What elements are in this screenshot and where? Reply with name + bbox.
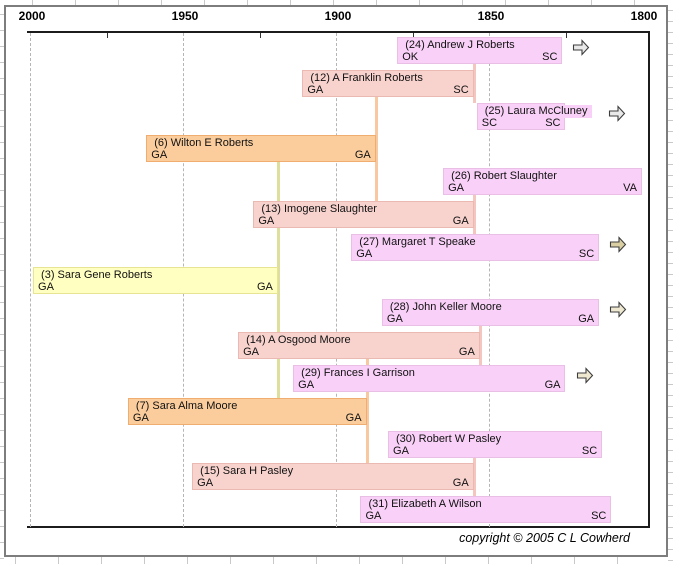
person-bar[interactable]: (3) Sara Gene Roberts GA GA bbox=[33, 266, 278, 294]
parent-child-connector bbox=[375, 96, 378, 201]
person-birth-place: VA bbox=[623, 182, 637, 195]
axis-minor-tick bbox=[107, 33, 108, 38]
parent-child-connector bbox=[473, 64, 476, 103]
person-birth-place: SC bbox=[542, 51, 558, 63]
parent-child-connector bbox=[277, 162, 280, 398]
copyright-text: copyright © 2005 C L Cowherd bbox=[459, 531, 630, 545]
person-label: (15) Sara H Pasley bbox=[193, 465, 299, 479]
person-birth-place: GA bbox=[544, 379, 561, 391]
continue-chart-arrow-icon[interactable] bbox=[572, 39, 590, 56]
year-gridline bbox=[30, 33, 31, 527]
person-birth-place: SC bbox=[453, 83, 469, 96]
person-bar[interactable]: (30) Robert W Pasley GA SC bbox=[388, 430, 603, 458]
sheet-grid-bottom bbox=[0, 557, 673, 564]
axis-year-label: 1800 bbox=[630, 9, 658, 23]
person-end-place: GA bbox=[386, 313, 403, 326]
person-end-place: GA bbox=[356, 247, 373, 260]
person-label: (13) Imogene Slaughter bbox=[254, 203, 382, 216]
continue-chart-arrow-icon[interactable] bbox=[609, 301, 627, 319]
person-birth-place: SC bbox=[581, 444, 598, 457]
year-gridline bbox=[336, 33, 337, 527]
person-end-place: GA bbox=[243, 346, 259, 359]
person-label: (12) A Franklin Roberts bbox=[303, 71, 428, 85]
axis-year-label: 1950 bbox=[171, 9, 199, 23]
person-bar[interactable]: (14) A Osgood Moore GA GA bbox=[238, 332, 480, 360]
parent-child-connector bbox=[366, 359, 369, 464]
person-end-place: GA bbox=[258, 215, 275, 227]
person-end-place: GA bbox=[448, 182, 464, 195]
person-end-place: GA bbox=[132, 411, 149, 424]
person-bar[interactable]: (6) Wilton E Roberts GA GA bbox=[146, 135, 376, 163]
person-birth-place: GA bbox=[578, 313, 595, 326]
person-bar[interactable]: (31) Elizabeth A Wilson GA SC bbox=[360, 496, 612, 524]
sheet-grid-right bbox=[668, 0, 673, 564]
axis-year-label: 2000 bbox=[18, 9, 46, 23]
parent-child-connector bbox=[473, 195, 476, 234]
person-end-place: OK bbox=[402, 51, 419, 63]
person-birth-place: GA bbox=[354, 149, 371, 162]
person-bar[interactable]: (29) Frances I Garrison GA GA bbox=[293, 365, 566, 392]
axis-year-label: 1850 bbox=[477, 9, 505, 23]
year-gridline bbox=[489, 33, 490, 527]
person-birth-place: GA bbox=[452, 215, 469, 227]
person-label: (31) Elizabeth A Wilson bbox=[361, 498, 487, 512]
person-end-place: GA bbox=[393, 444, 409, 457]
person-birth-place: GA bbox=[256, 280, 273, 293]
person-birth-place: GA bbox=[452, 477, 469, 490]
person-label: (14) A Osgood Moore bbox=[239, 334, 356, 348]
person-end-place: GA bbox=[365, 510, 382, 523]
person-birth-place: SC bbox=[591, 510, 607, 523]
person-birth-place: SC bbox=[545, 116, 561, 129]
person-bar[interactable]: (27) Margaret T Speake GA SC bbox=[351, 233, 600, 261]
plot-border-right bbox=[648, 31, 650, 528]
person-label: (24) Andrew J Roberts bbox=[398, 39, 520, 52]
sheet-grid-top bbox=[0, 0, 673, 5]
axis-minor-tick bbox=[413, 33, 414, 38]
person-bar[interactable]: (26) Robert Slaughter GA VA bbox=[443, 168, 642, 196]
person-bar[interactable]: (7) Sara Alma Moore GA GA bbox=[127, 397, 367, 425]
person-label: (28) John Keller Moore bbox=[382, 301, 507, 315]
person-end-place: GA bbox=[151, 149, 168, 162]
timeline-axis bbox=[27, 31, 650, 33]
person-label: (29) Frances I Garrison bbox=[294, 367, 420, 380]
person-bar[interactable]: (13) Imogene Slaughter GA GA bbox=[253, 201, 474, 228]
continue-chart-arrow-icon[interactable] bbox=[609, 235, 627, 253]
plot-border-bottom bbox=[27, 526, 650, 528]
person-birth-place: GA bbox=[345, 411, 362, 424]
person-birth-place: GA bbox=[458, 346, 475, 359]
person-bar[interactable]: (12) A Franklin Roberts GA SC bbox=[302, 69, 474, 97]
continue-chart-arrow-icon[interactable] bbox=[576, 367, 594, 384]
person-label: (25) Laura McCluney bbox=[477, 104, 593, 118]
person-bar[interactable]: (24) Andrew J Roberts OK SC bbox=[397, 37, 563, 64]
person-label: (30) Robert W Pasley bbox=[389, 432, 507, 446]
person-label: (27) Margaret T Speake bbox=[352, 235, 481, 249]
person-end-place: GA bbox=[307, 83, 324, 96]
continue-chart-arrow-icon[interactable] bbox=[608, 104, 626, 122]
person-bar[interactable]: (28) John Keller Moore GA GA bbox=[381, 299, 600, 327]
person-end-place: SC bbox=[481, 116, 498, 129]
axis-minor-tick bbox=[566, 33, 567, 38]
parent-child-connector bbox=[473, 457, 476, 497]
axis-year-label: 1900 bbox=[324, 9, 352, 23]
person-bar[interactable]: (25) Laura McCluney SC SC bbox=[476, 102, 593, 130]
sheet-grid-left bbox=[0, 0, 4, 564]
person-end-place: GA bbox=[298, 379, 315, 391]
person-bar[interactable]: (15) Sara H Pasley GA GA bbox=[192, 463, 474, 491]
person-end-place: GA bbox=[197, 477, 214, 490]
person-label: (26) Robert Slaughter bbox=[444, 170, 562, 184]
person-label: (3) Sara Gene Roberts bbox=[34, 268, 158, 282]
person-label: (6) Wilton E Roberts bbox=[147, 137, 259, 151]
parent-child-connector bbox=[479, 326, 482, 365]
person-label: (7) Sara Alma Moore bbox=[128, 399, 243, 413]
person-end-place: GA bbox=[38, 280, 54, 293]
axis-minor-tick bbox=[260, 33, 261, 38]
person-birth-place: SC bbox=[578, 247, 595, 260]
